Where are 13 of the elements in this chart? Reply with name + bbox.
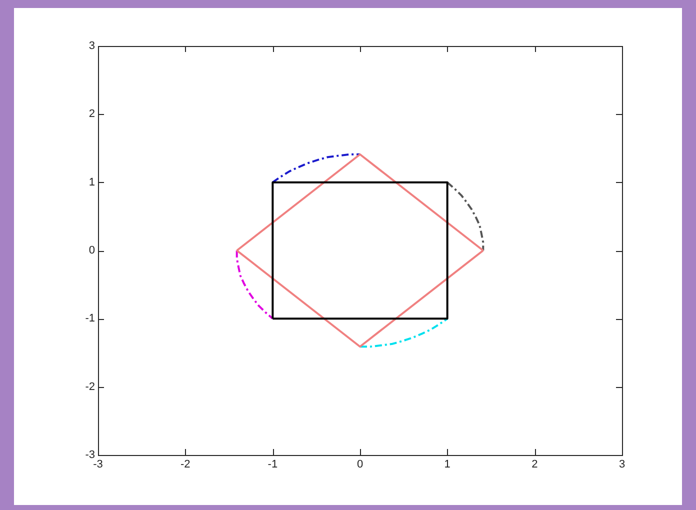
y-tick-label: 1: [88, 176, 95, 188]
y-tick-label: -2: [85, 380, 95, 393]
x-tick-label: -2: [180, 458, 190, 471]
x-tick-label: -1: [268, 458, 278, 471]
x-tick-label: 1: [444, 458, 450, 471]
y-tick-label: 0: [88, 244, 95, 257]
y-tick-label: -3: [85, 449, 95, 462]
y-tick-label: 3: [88, 40, 95, 52]
x-tick-label: 3: [618, 458, 626, 471]
y-tick-label: 2: [88, 108, 95, 120]
y-tick-label: -1: [85, 312, 95, 325]
x-tick-label: 0: [356, 458, 364, 471]
x-tick-label: 2: [532, 458, 538, 471]
